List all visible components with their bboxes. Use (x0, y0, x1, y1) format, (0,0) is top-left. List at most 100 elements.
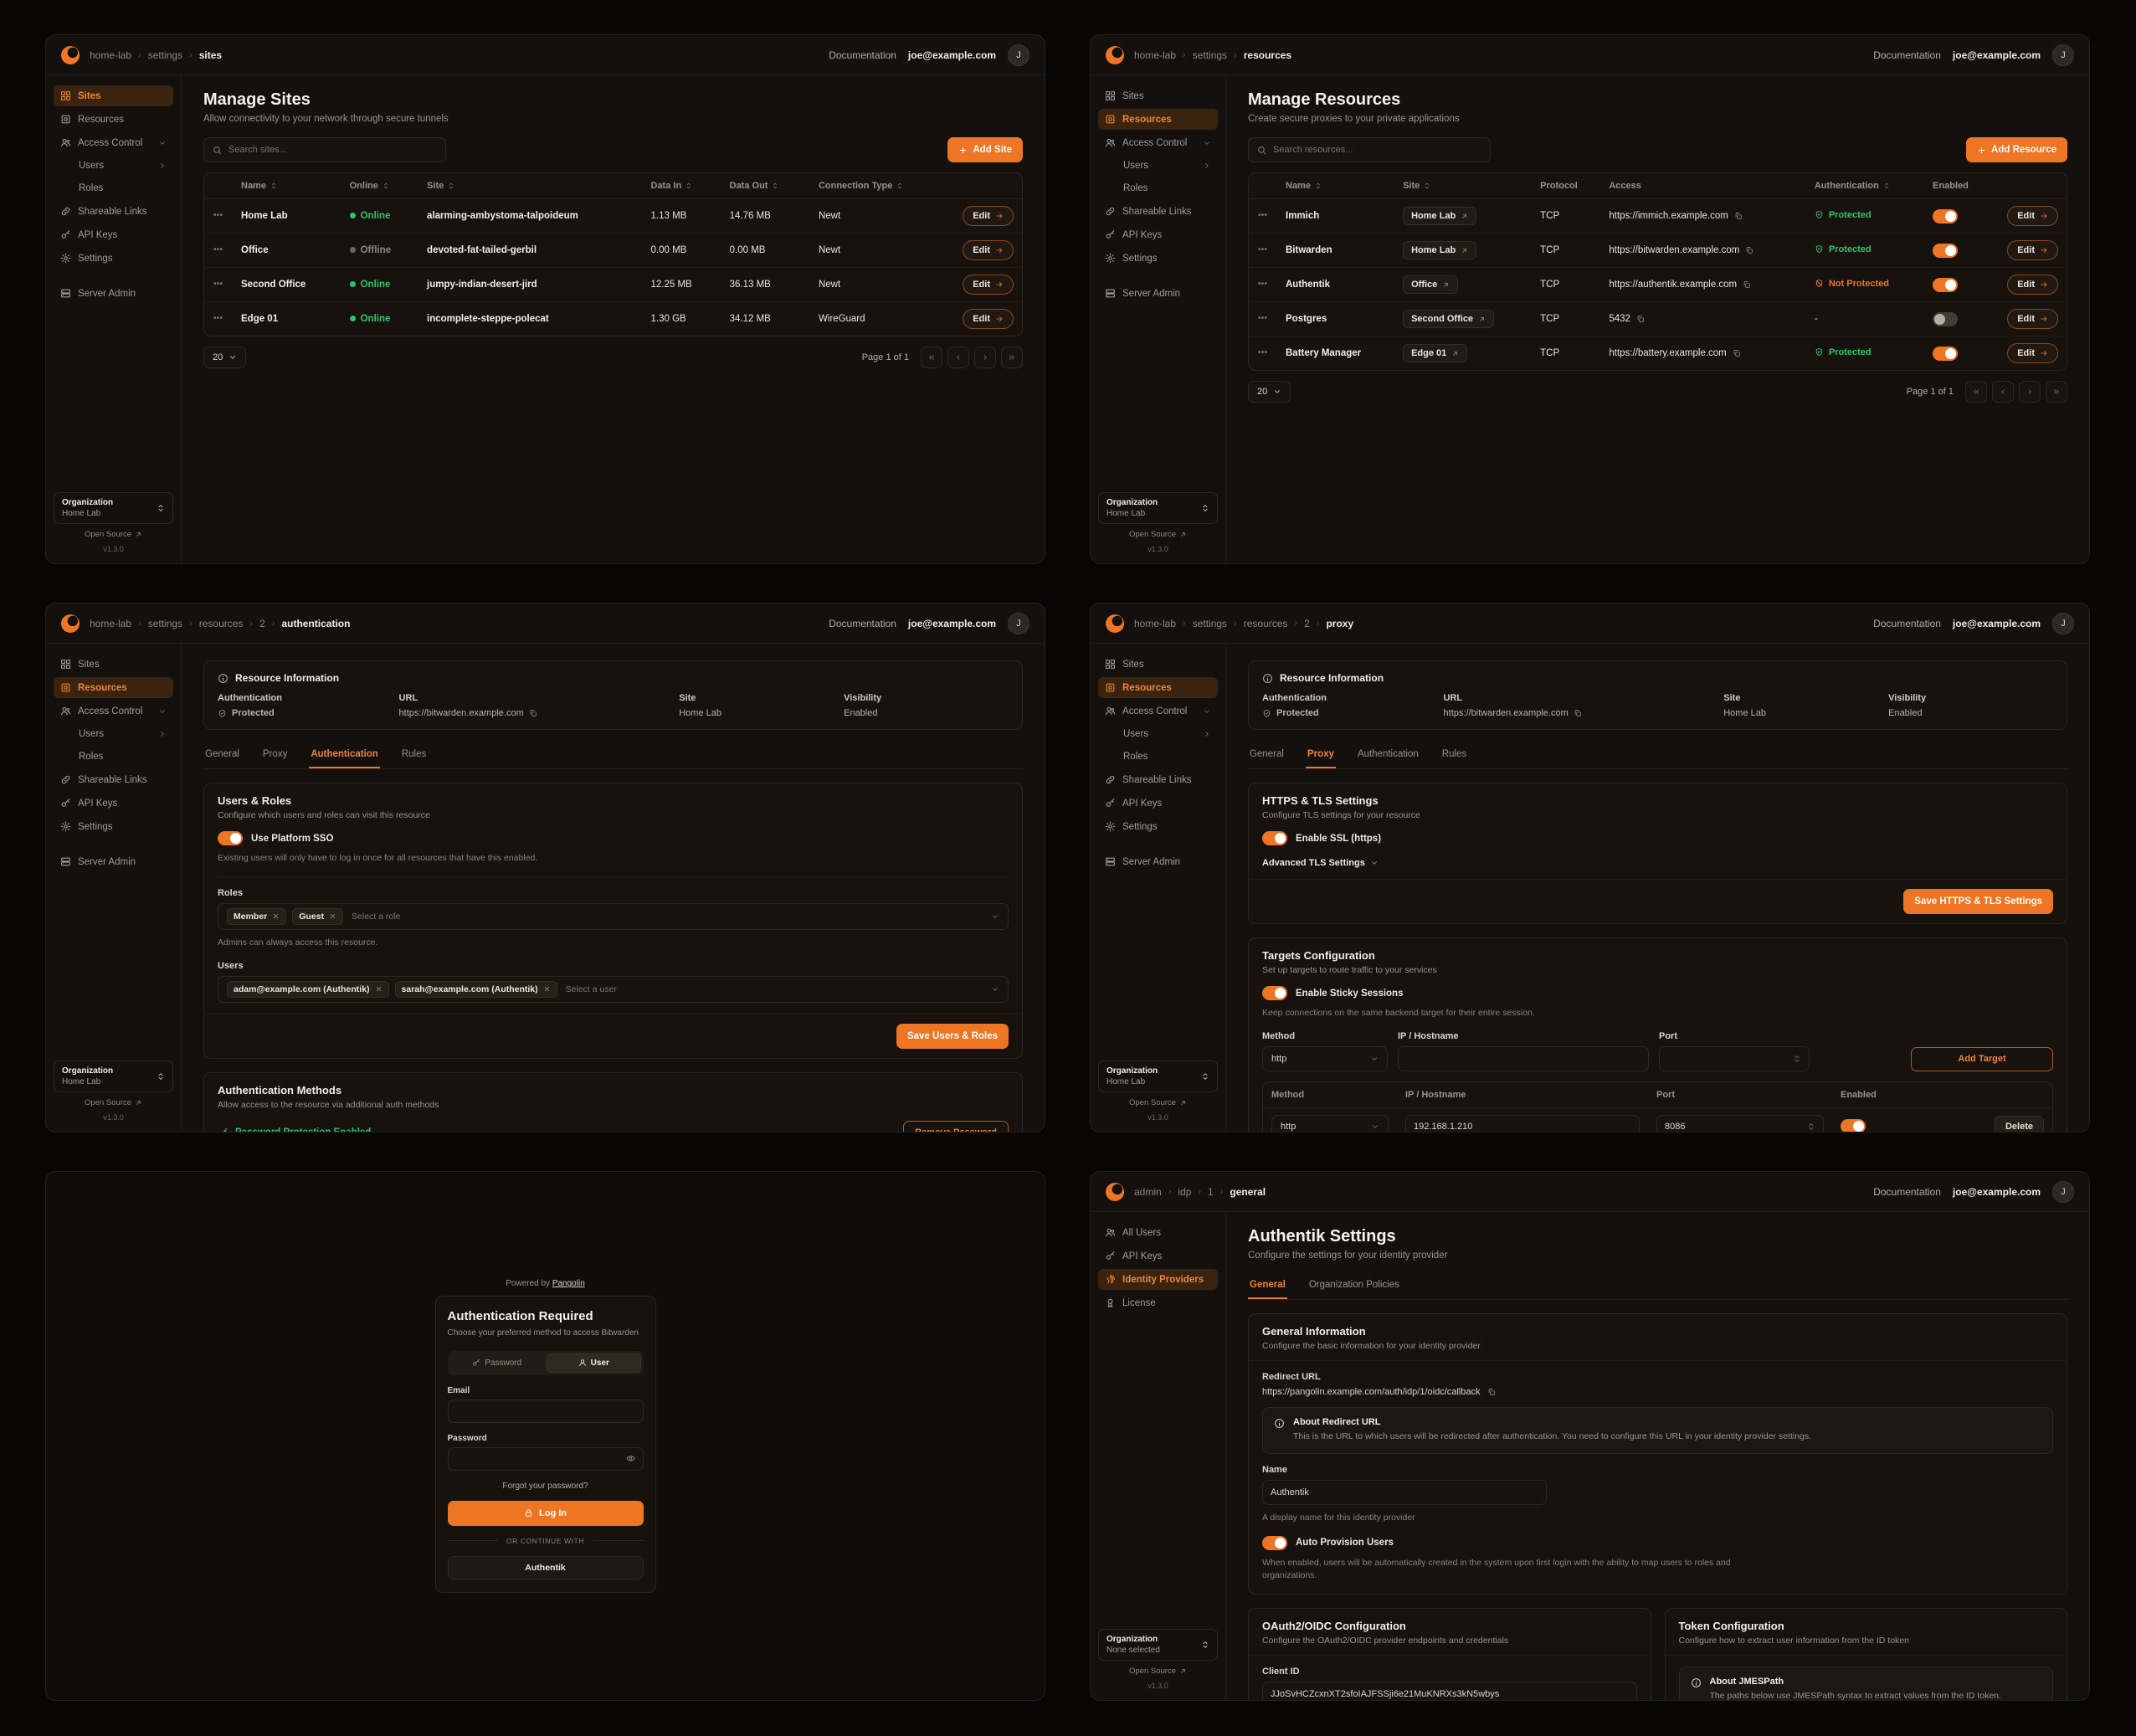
platform-sso-toggle[interactable] (218, 831, 243, 845)
sidebar-item-access-control[interactable]: Access Control (54, 701, 173, 722)
copy-icon[interactable] (1743, 280, 1751, 289)
site-chip[interactable]: Office (1403, 275, 1459, 294)
sidebar-item-access-control[interactable]: Access Control (1098, 701, 1218, 722)
sidebar-item-users[interactable]: Users (1098, 156, 1218, 176)
sidebar-item-api-keys[interactable]: API Keys (54, 793, 173, 814)
copy-icon[interactable] (1574, 709, 1582, 717)
documentation-link[interactable]: Documentation (1873, 617, 1941, 629)
sidebar-item-sites[interactable]: Sites (1098, 654, 1218, 675)
open-source-link[interactable]: Open Source (1098, 1098, 1218, 1107)
breadcrumb-item[interactable]: settings (1192, 49, 1228, 61)
breadcrumb-item[interactable]: admin (1134, 1185, 1162, 1198)
sidebar-item-access-control[interactable]: Access Control (54, 132, 173, 153)
add-target-button[interactable]: Add Target (1911, 1046, 2053, 1071)
roles-select[interactable]: Member Guest Select a role (218, 902, 1009, 930)
edit-button[interactable]: Edit (2007, 206, 2058, 226)
stepper-icon[interactable] (1807, 1122, 1815, 1131)
sidebar-item-users[interactable]: Users (1098, 724, 1218, 744)
row-menu-icon[interactable] (1257, 244, 1268, 254)
account-email[interactable]: joe@example.com (907, 49, 996, 61)
delete-target-button[interactable]: Delete (1994, 1115, 2044, 1132)
breadcrumb-item[interactable]: settings (1192, 617, 1228, 629)
sidebar-item-roles[interactable]: Roles (54, 178, 173, 198)
last-page-button[interactable] (2046, 381, 2067, 403)
enabled-toggle[interactable] (1933, 311, 1959, 326)
enabled-toggle[interactable] (1933, 346, 1959, 361)
row-menu-icon[interactable] (213, 244, 223, 254)
documentation-link[interactable]: Documentation (829, 617, 896, 629)
remove-chip-icon[interactable] (329, 912, 336, 920)
breadcrumb-item[interactable]: 2 (1304, 617, 1310, 629)
rows-per-page-select[interactable]: 20 (1248, 381, 1291, 403)
breadcrumb-item[interactable]: home-lab (90, 49, 132, 61)
prev-page-button[interactable] (947, 347, 969, 368)
next-page-button[interactable] (2019, 381, 2041, 403)
breadcrumb-item[interactable]: resources (1243, 617, 1288, 629)
tab-proxy[interactable]: Proxy (262, 749, 288, 759)
sidebar-item-resources[interactable]: Resources (54, 109, 173, 130)
sidebar-item-identity-providers[interactable]: Identity Providers (1098, 1269, 1218, 1290)
sidebar-item-server-admin[interactable]: Server Admin (1098, 851, 1218, 872)
account-email[interactable]: joe@example.com (1952, 49, 2041, 61)
add-site-button[interactable]: Add Site (947, 137, 1023, 162)
copy-icon[interactable] (1487, 1388, 1496, 1396)
sidebar-item-users[interactable]: Users (54, 156, 173, 176)
site-chip[interactable]: Second Office (1403, 310, 1495, 328)
account-email[interactable]: joe@example.com (1952, 617, 2041, 629)
sidebar-item-api-keys[interactable]: API Keys (1098, 793, 1218, 814)
row-menu-icon[interactable] (213, 278, 223, 289)
sidebar-item-resources[interactable]: Resources (1098, 677, 1218, 698)
documentation-link[interactable]: Documentation (1873, 49, 1941, 61)
log-in-button[interactable]: Log In (447, 1500, 644, 1526)
row-menu-icon[interactable] (213, 312, 223, 323)
sidebar-item-roles[interactable]: Roles (1098, 747, 1218, 767)
avatar[interactable]: J (1008, 612, 1029, 634)
port-input[interactable] (1665, 1121, 1801, 1132)
tab-general[interactable]: General (1250, 749, 1284, 759)
row-menu-icon[interactable] (213, 209, 223, 220)
ip-hostname-input[interactable] (1406, 1053, 1641, 1064)
org-selector[interactable]: Organization None selected (1098, 1629, 1218, 1661)
sidebar-item-api-keys[interactable]: API Keys (54, 224, 173, 245)
tab-organization-policies[interactable]: Organization Policies (1308, 1280, 1399, 1290)
user-method-tab[interactable]: User (547, 1353, 641, 1373)
sidebar-item-access-control[interactable]: Access Control (1098, 132, 1218, 153)
users-select[interactable]: adam@example.com (Authentik) sarah@examp… (218, 975, 1009, 1003)
forgot-password-link[interactable]: Forgot your password? (502, 1481, 588, 1491)
sidebar-item-sites[interactable]: Sites (54, 85, 173, 106)
next-page-button[interactable] (974, 347, 996, 368)
remove-password-button[interactable]: Remove Password (903, 1120, 1009, 1132)
breadcrumb-item[interactable]: resources (198, 617, 244, 629)
column-data-out[interactable]: Data Out (730, 181, 780, 191)
breadcrumb-item[interactable]: home-lab (90, 617, 132, 629)
enable-ssl-toggle[interactable] (1262, 831, 1287, 845)
column-online[interactable]: Online (350, 181, 390, 191)
sidebar-item-roles[interactable]: Roles (54, 747, 173, 767)
sidebar-item-api-keys[interactable]: API Keys (1098, 224, 1218, 245)
add-resource-button[interactable]: Add Resource (1966, 137, 2067, 162)
column-authentication[interactable]: Authentication (1815, 181, 1891, 191)
account-email[interactable]: joe@example.com (1952, 1185, 2041, 1198)
advanced-tls-settings-toggle[interactable]: Advanced TLS Settings (1262, 858, 2053, 868)
sidebar-item-resources[interactable]: Resources (54, 677, 173, 698)
breadcrumb-item[interactable]: home-lab (1134, 617, 1177, 629)
breadcrumb-item[interactable]: settings (147, 49, 183, 61)
column-site[interactable]: Site (1403, 181, 1431, 191)
sidebar-item-server-admin[interactable]: Server Admin (1098, 283, 1218, 304)
sidebar-item-shareable-links[interactable]: Shareable Links (54, 769, 173, 790)
method-select[interactable]: http (1271, 1114, 1389, 1132)
remove-chip-icon[interactable] (543, 985, 551, 993)
eye-icon[interactable] (626, 1454, 635, 1463)
ip-hostname-input[interactable] (1414, 1121, 1631, 1132)
method-select[interactable]: http (1262, 1045, 1388, 1071)
edit-button[interactable]: Edit (963, 206, 1014, 226)
tab-general[interactable]: General (205, 749, 239, 759)
sidebar-item-server-admin[interactable]: Server Admin (54, 283, 173, 304)
breadcrumb-item[interactable]: 2 (259, 617, 265, 629)
auto-provision-toggle[interactable] (1262, 1535, 1287, 1550)
row-menu-icon[interactable] (1257, 209, 1268, 220)
open-source-link[interactable]: Open Source (1098, 530, 1218, 539)
breadcrumb-item[interactable]: home-lab (1134, 49, 1177, 61)
sidebar-item-shareable-links[interactable]: Shareable Links (1098, 201, 1218, 222)
sidebar-item-api-keys[interactable]: API Keys (1098, 1246, 1218, 1266)
